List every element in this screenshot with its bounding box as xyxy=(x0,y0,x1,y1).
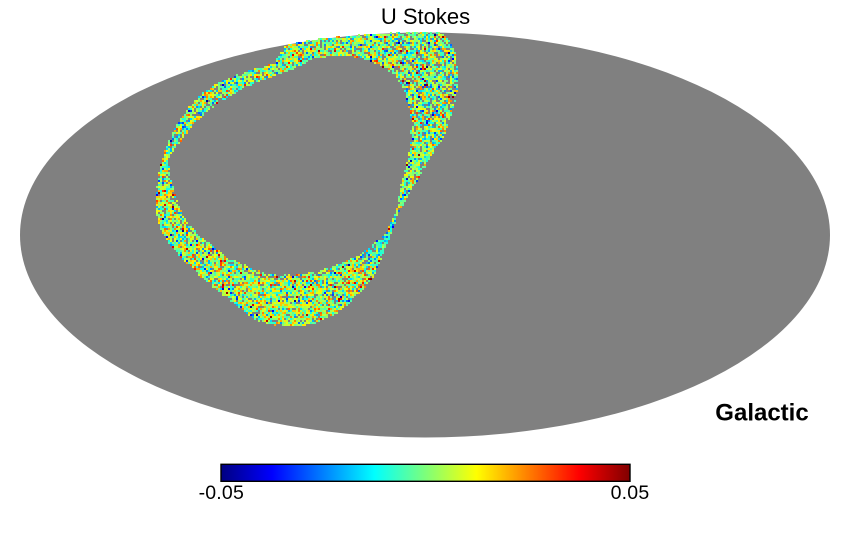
svg-text:0.05: 0.05 xyxy=(611,482,650,504)
svg-text:Galactic: Galactic xyxy=(715,400,808,427)
svg-text:-0.05: -0.05 xyxy=(199,482,244,504)
svg-text:U Stokes: U Stokes xyxy=(381,4,470,29)
